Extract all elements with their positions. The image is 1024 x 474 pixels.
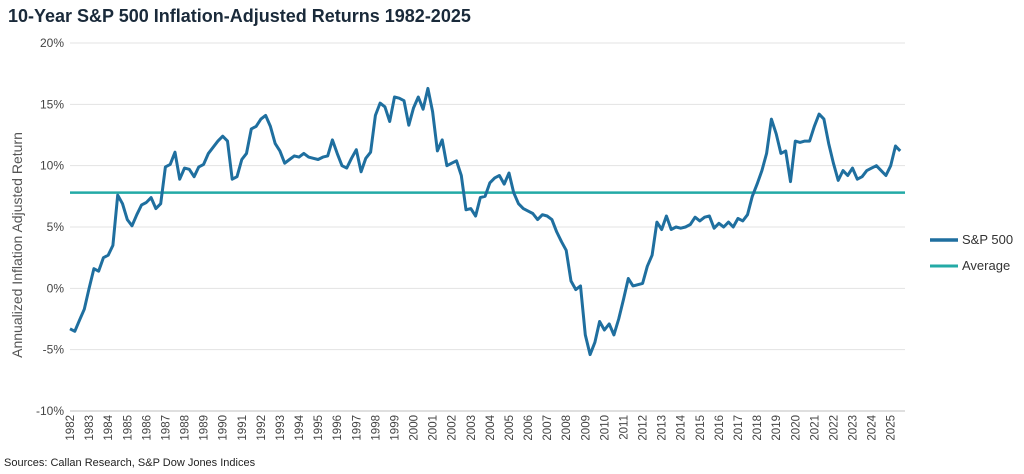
y-tick-label: 5% <box>47 220 65 234</box>
chart-title: 10-Year S&P 500 Inflation-Adjusted Retur… <box>8 6 471 26</box>
legend: S&P 500 Average <box>930 232 1013 273</box>
x-tick-label: 2023 <box>848 415 860 441</box>
x-tick-label: 2011 <box>618 415 630 440</box>
x-tick-label: 2022 <box>828 415 840 441</box>
x-tick-label: 2010 <box>599 415 611 441</box>
x-tick-label: 2002 <box>447 415 459 441</box>
x-tick-label: 2000 <box>409 415 421 441</box>
x-tick-label: 2021 <box>809 415 821 441</box>
x-tick-label: 1993 <box>275 415 287 441</box>
x-tick-label: 2025 <box>886 415 898 441</box>
x-tick-label: 1983 <box>84 415 96 441</box>
y-tick-label: 15% <box>40 97 64 111</box>
x-tick-label: 2014 <box>676 414 688 440</box>
y-tick-label: 10% <box>40 159 64 173</box>
y-axis-ticks: 20% 15% 10% 5% 0% -5% -10% <box>36 36 64 418</box>
source-note: Sources: Callan Research, S&P Dow Jones … <box>4 457 256 469</box>
x-tick-label: 2003 <box>466 415 478 441</box>
sp500-line <box>69 86 902 357</box>
x-tick-label: 2016 <box>714 415 726 441</box>
x-tick-label: 1987 <box>160 415 172 441</box>
x-tick-label: 2017 <box>733 415 745 441</box>
legend-label-average: Average <box>962 258 1010 273</box>
y-tick-label: 0% <box>47 281 65 295</box>
x-tick-label: 2004 <box>485 414 497 440</box>
x-tick-label: 2012 <box>638 415 650 441</box>
x-tick-label: 2008 <box>561 415 573 441</box>
legend-label-sp500: S&P 500 <box>962 232 1013 247</box>
x-tick-label: 2006 <box>523 415 535 441</box>
x-tick-label: 1991 <box>237 415 249 441</box>
x-tick-label: 1985 <box>122 415 134 441</box>
x-tick-label: 2020 <box>790 415 802 441</box>
x-tick-label: 1984 <box>103 414 115 440</box>
x-tick-label: 2018 <box>752 415 764 441</box>
x-tick-label: 2019 <box>771 415 783 441</box>
x-tick-label: 1995 <box>313 415 325 441</box>
x-tick-label: 1997 <box>351 415 363 441</box>
series-layer <box>69 86 905 357</box>
x-tick-label: 2013 <box>657 415 669 441</box>
x-tick-label: 1986 <box>141 415 153 441</box>
x-axis-ticks: 1982 1983 1984 1985 1986 1987 1988 1989 1990 1991… <box>65 414 898 440</box>
x-tick-label: 2024 <box>867 414 879 440</box>
x-tick-label: 2015 <box>695 415 707 441</box>
x-tick-label: 2001 <box>428 415 440 441</box>
x-tick-label: 2007 <box>542 415 554 441</box>
x-tick-label: 1989 <box>199 415 211 441</box>
x-tick-label: 1988 <box>180 415 192 441</box>
x-tick-label: 1999 <box>389 415 401 441</box>
y-tick-label: 20% <box>40 36 64 50</box>
x-tick-label: 1982 <box>65 415 77 441</box>
x-tick-label: 2009 <box>580 415 592 441</box>
x-tick-label: 1990 <box>218 415 230 441</box>
y-tick-label: -10% <box>36 404 64 418</box>
y-axis-label: Annualized Inflation Adjusted Return <box>9 132 25 358</box>
x-tick-label: 2005 <box>504 415 516 441</box>
gridlines <box>70 42 905 412</box>
x-tick-label: 1992 <box>256 415 268 441</box>
x-tick-label: 1998 <box>370 415 382 441</box>
y-tick-label: -5% <box>43 343 65 357</box>
x-tick-label: 1994 <box>294 414 306 440</box>
x-tick-label: 1996 <box>332 415 344 441</box>
